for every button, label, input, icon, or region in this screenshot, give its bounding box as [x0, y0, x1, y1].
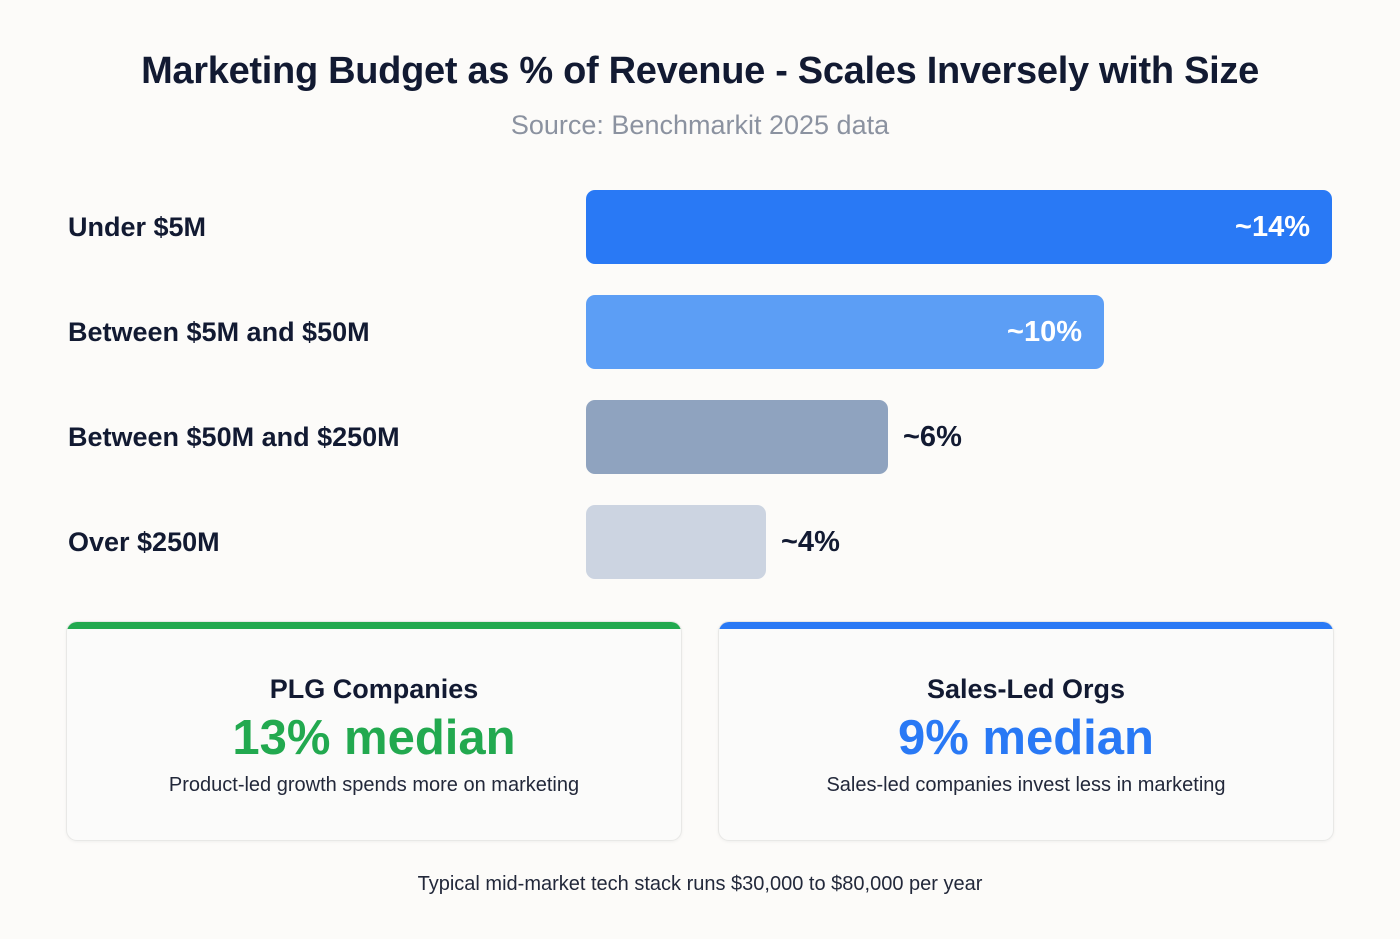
bar-chart: Under $5M ~14% Between $5M and $50M ~10%… — [0, 180, 1400, 590]
card-title: Sales-Led Orgs — [926, 674, 1126, 705]
stat-card-plg-companies[interactable]: PLG Companies 13% median Product-led gro… — [66, 621, 682, 841]
bar-row: Between $5M and $50M ~10% — [0, 295, 1400, 369]
card-value: 9% median — [898, 711, 1154, 766]
card-content: Sales-Led Orgs 9% median Sales-led compa… — [719, 629, 1333, 840]
bar-row: Under $5M ~14% — [0, 190, 1400, 264]
bar-fill[interactable] — [586, 400, 888, 474]
bar-fill[interactable]: ~10% — [586, 295, 1104, 369]
bar-row: Between $50M and $250M ~6% — [0, 400, 1400, 474]
bar-track: ~10% — [586, 295, 1104, 369]
bar-value-label: ~6% — [903, 421, 962, 453]
bar-track — [586, 400, 888, 474]
bar-track: ~14% — [586, 190, 1332, 264]
summary-cards: PLG Companies 13% median Product-led gro… — [66, 621, 1334, 841]
card-content: PLG Companies 13% median Product-led gro… — [67, 629, 681, 840]
bar-category-label: Between $5M and $50M — [68, 317, 370, 347]
bar-fill[interactable] — [586, 505, 766, 579]
card-caption: Sales-led companies invest less in marke… — [826, 773, 1226, 796]
card-caption: Product-led growth spends more on market… — [168, 773, 580, 796]
card-value: 13% median — [232, 711, 516, 766]
chart-subtitle: Source: Benchmarkit 2025 data — [510, 110, 890, 140]
page-title: Marketing Budget as % of Revenue - Scale… — [141, 50, 1259, 92]
stat-card-sales-led-orgs[interactable]: Sales-Led Orgs 9% median Sales-led compa… — [718, 621, 1334, 841]
bar-track — [586, 505, 766, 579]
bar-category-label: Over $250M — [68, 527, 220, 557]
bar-row: Over $250M ~4% — [0, 505, 1400, 579]
bar-fill[interactable]: ~14% — [586, 190, 1332, 264]
card-title: PLG Companies — [269, 674, 479, 705]
bar-category-label: Under $5M — [68, 212, 207, 242]
bar-value-label: ~14% — [1235, 211, 1310, 243]
bar-value-label: ~4% — [781, 526, 840, 558]
chart-footnote: Typical mid-market tech stack runs $30,0… — [417, 873, 983, 895]
bar-value-label: ~10% — [1007, 316, 1082, 348]
card-accent-bar — [719, 622, 1333, 629]
bar-category-label: Between $50M and $250M — [68, 422, 400, 452]
card-accent-bar — [67, 622, 681, 629]
